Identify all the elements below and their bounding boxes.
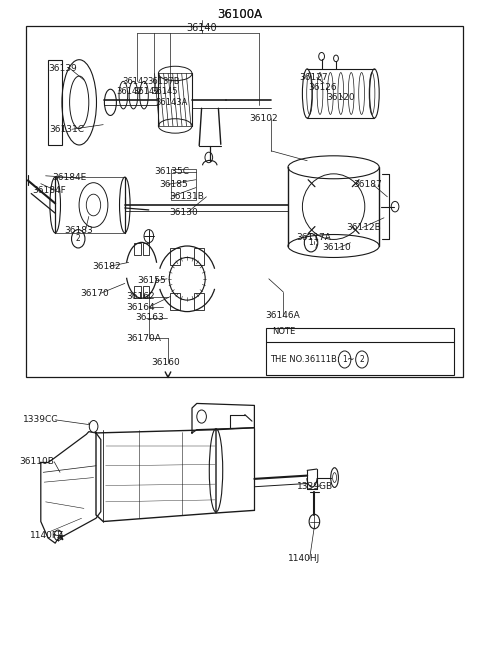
Text: 36145: 36145 [152, 87, 178, 96]
Text: 36170A: 36170A [127, 334, 162, 343]
Text: 36112B: 36112B [347, 223, 381, 232]
Bar [134, 286, 141, 298]
Text: 36146A: 36146A [265, 311, 300, 320]
Text: 36131C: 36131C [49, 125, 84, 134]
Text: 36170: 36170 [81, 289, 109, 298]
Bar [171, 169, 196, 200]
Text: 36183: 36183 [64, 226, 93, 235]
Bar [194, 247, 204, 264]
Text: NOTE: NOTE [272, 327, 295, 337]
Text: 36127: 36127 [299, 73, 328, 82]
Text: 36117A: 36117A [297, 233, 332, 242]
Text: 2: 2 [76, 234, 81, 243]
Bar [26, 26, 463, 377]
Text: 36142: 36142 [122, 77, 149, 86]
Text: THE NO.36111B:: THE NO.36111B: [270, 355, 342, 364]
Bar [194, 293, 204, 310]
Text: 36110: 36110 [323, 243, 351, 253]
Text: 1339CC: 1339CC [23, 415, 59, 424]
Text: 36187: 36187 [353, 180, 382, 190]
Bar [266, 328, 454, 375]
Text: 36135C: 36135C [155, 167, 190, 176]
Text: 36142: 36142 [133, 87, 160, 96]
Text: 36110B: 36110B [19, 457, 54, 466]
Text: 36143A: 36143A [155, 98, 187, 108]
Bar [48, 60, 62, 145]
Bar [170, 247, 180, 264]
Text: 1140HJ: 1140HJ [288, 554, 320, 564]
Text: 36137B: 36137B [147, 77, 180, 86]
Text: 2: 2 [360, 355, 364, 364]
Bar [170, 293, 180, 310]
Text: 36126: 36126 [309, 83, 337, 92]
Text: 1339GB: 1339GB [297, 482, 333, 491]
Text: 36100A: 36100A [217, 8, 263, 21]
Text: 36102: 36102 [250, 113, 278, 123]
Text: 36155: 36155 [137, 276, 166, 285]
Text: 36140: 36140 [186, 23, 217, 33]
Text: 36162: 36162 [127, 292, 156, 301]
Text: 36142: 36142 [116, 87, 143, 96]
Text: 36163: 36163 [135, 313, 164, 322]
Circle shape [197, 410, 206, 423]
Text: 36185: 36185 [159, 180, 188, 189]
Bar [134, 243, 141, 255]
Text: 36131B: 36131B [169, 192, 204, 201]
Text: 36184F: 36184F [33, 186, 66, 195]
Text: 1140FZ: 1140FZ [30, 531, 64, 541]
Text: 36120: 36120 [326, 93, 355, 102]
Text: 36160: 36160 [151, 358, 180, 367]
Text: 36130: 36130 [169, 208, 198, 217]
Bar [143, 243, 149, 255]
Text: 36184E: 36184E [52, 173, 86, 182]
Text: 36100A: 36100A [217, 8, 263, 21]
Circle shape [89, 420, 98, 432]
Text: 1: 1 [309, 238, 313, 247]
Text: 36182: 36182 [92, 262, 121, 271]
Text: 36139: 36139 [48, 64, 77, 73]
Text: 1: 1 [342, 355, 347, 364]
Text: ~: ~ [346, 355, 353, 364]
Bar [143, 286, 149, 298]
Text: 36164: 36164 [127, 302, 156, 312]
